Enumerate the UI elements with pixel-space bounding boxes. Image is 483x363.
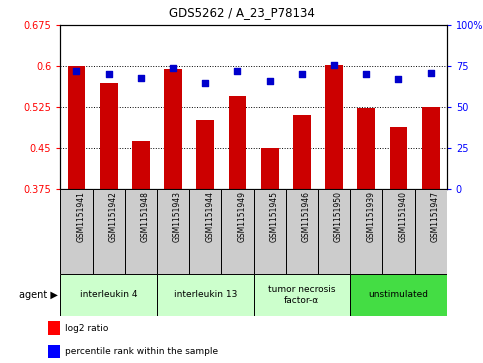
Bar [132,141,150,189]
Bar [350,189,383,274]
Bar [197,120,214,189]
Bar [100,83,117,189]
Text: GSM1151939: GSM1151939 [366,191,375,242]
Bar [383,189,414,274]
Text: GSM1151949: GSM1151949 [238,191,246,242]
Point [395,77,402,82]
Point [137,75,145,81]
Text: percentile rank within the sample: percentile rank within the sample [65,347,218,356]
Bar [318,189,350,274]
Text: tumor necrosis
factor-α: tumor necrosis factor-α [268,285,336,305]
Bar [189,189,221,274]
Bar [164,69,182,189]
Bar [293,115,311,189]
Text: GSM1151948: GSM1151948 [141,191,150,242]
Bar [254,274,350,316]
Point [169,65,177,71]
Text: GSM1151941: GSM1151941 [76,191,85,242]
Text: GSM1151940: GSM1151940 [398,191,408,242]
Bar [325,65,343,189]
Point [362,72,370,77]
Text: interleukin 13: interleukin 13 [173,290,237,299]
Text: GSM1151950: GSM1151950 [334,191,343,242]
Bar [228,96,246,189]
Text: GSM1151946: GSM1151946 [302,191,311,242]
Bar [390,127,407,189]
Text: interleukin 4: interleukin 4 [80,290,138,299]
Text: GDS5262 / A_23_P78134: GDS5262 / A_23_P78134 [169,6,314,19]
Bar [48,322,60,335]
Bar [350,274,447,316]
Bar [157,189,189,274]
Text: log2 ratio: log2 ratio [65,323,109,333]
Bar [125,189,157,274]
Bar [48,345,60,358]
Text: GSM1151947: GSM1151947 [431,191,440,242]
Point [72,68,80,74]
Bar [422,107,440,189]
Bar [286,189,318,274]
Point [330,62,338,68]
Point [105,72,113,77]
Text: GSM1151943: GSM1151943 [173,191,182,242]
Text: agent ▶: agent ▶ [19,290,58,300]
Point [266,78,273,84]
Bar [93,189,125,274]
Bar [60,189,93,274]
Bar [261,148,279,189]
Bar [157,274,254,316]
Bar [357,108,375,189]
Text: GSM1151942: GSM1151942 [109,191,118,242]
Bar [221,189,254,274]
Point [201,80,209,86]
Bar [60,274,157,316]
Text: GSM1151944: GSM1151944 [205,191,214,242]
Text: unstimulated: unstimulated [369,290,428,299]
Point [234,68,242,74]
Bar [254,189,286,274]
Bar [414,189,447,274]
Point [298,72,306,77]
Text: GSM1151945: GSM1151945 [270,191,279,242]
Bar [68,66,85,189]
Point [427,70,435,76]
